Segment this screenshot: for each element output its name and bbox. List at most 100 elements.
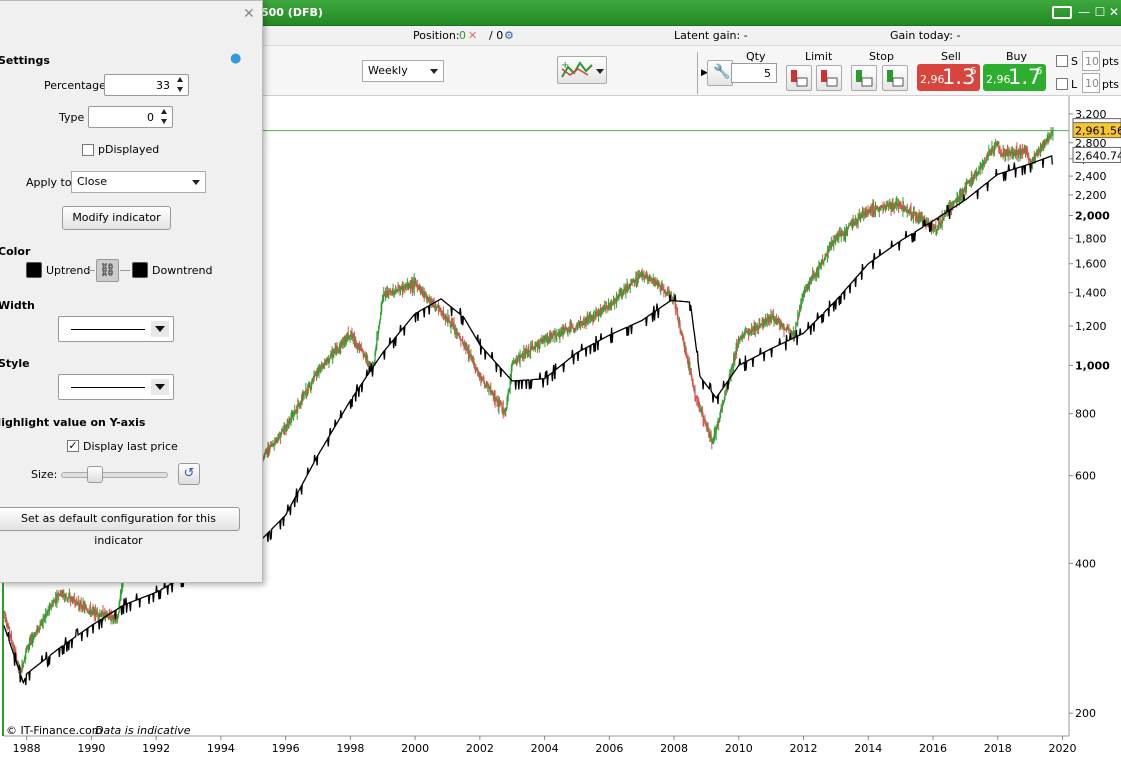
spin-down-icon[interactable]	[161, 119, 167, 124]
qty-input[interactable]: 5	[731, 63, 777, 83]
candle-body	[365, 356, 367, 360]
candle-body	[483, 379, 485, 384]
size-slider[interactable]	[61, 472, 168, 478]
link-chain-icon[interactable]: ⛓	[96, 259, 119, 282]
candle-body	[713, 434, 715, 441]
apply-to-select[interactable]: Close	[71, 171, 206, 193]
help-bubble-icon[interactable]: ●	[230, 51, 242, 66]
candle-body	[581, 321, 583, 324]
candle-body	[781, 324, 783, 327]
percentage-input[interactable]: 33	[104, 74, 189, 96]
uptrend-color-swatch[interactable]	[26, 262, 42, 278]
downtrend-color-swatch[interactable]	[132, 262, 148, 278]
candle-body	[658, 284, 661, 286]
candle-body	[632, 279, 634, 283]
candle-body	[654, 280, 656, 286]
candle-body	[698, 401, 700, 403]
candle-body	[873, 209, 875, 212]
candle-body	[844, 233, 846, 235]
candle-body	[457, 332, 459, 334]
candle-body	[811, 276, 813, 278]
candle-body	[48, 606, 51, 611]
candle-body	[538, 342, 540, 347]
close-icon[interactable]: ✕	[1108, 5, 1120, 19]
candle-body	[454, 327, 456, 333]
width-select[interactable]	[58, 316, 174, 342]
stop-buy-button[interactable]	[882, 65, 908, 91]
candle-body	[1014, 152, 1016, 157]
candle-body	[925, 222, 928, 225]
candle-body	[292, 414, 295, 416]
candle-body	[785, 326, 788, 330]
indicator-button[interactable]: +	[557, 56, 607, 84]
candle-body	[1004, 154, 1006, 157]
y-tick-label: 2,200	[1075, 189, 1107, 202]
candle-body	[616, 298, 618, 299]
limit-sell-button[interactable]	[786, 65, 812, 91]
l-input[interactable]: 10	[1082, 73, 1100, 93]
pdisplayed-checkbox[interactable]	[82, 144, 94, 156]
sell-button[interactable]: 2,96 1.3 6	[917, 64, 980, 91]
candle-body	[482, 378, 484, 380]
candle-body	[960, 193, 963, 196]
style-select[interactable]	[58, 374, 174, 400]
candle-body	[998, 148, 1001, 151]
candle-body	[279, 433, 281, 435]
close-position-icon[interactable]: ✕	[468, 29, 478, 42]
candle-body	[612, 300, 615, 302]
candle-body	[78, 605, 80, 608]
s-input[interactable]: 10	[1082, 51, 1100, 71]
candle-body	[704, 420, 706, 422]
minimize-icon[interactable]: —	[1078, 5, 1090, 19]
candle-body	[823, 260, 825, 262]
display-last-price-checkbox[interactable]: ✓	[67, 439, 79, 452]
spin-down-icon[interactable]	[177, 87, 183, 92]
candle-body	[864, 213, 866, 216]
s-checkbox[interactable]	[1056, 55, 1068, 67]
limit-buy-button[interactable]	[816, 65, 842, 91]
candle-body	[509, 380, 511, 388]
set-default-button[interactable]: Set as default configuration for this in…	[0, 507, 240, 547]
expand-arrow-icon[interactable]: ▶	[701, 68, 708, 78]
candle-body	[40, 621, 42, 626]
candle-body	[541, 341, 543, 343]
l-checkbox[interactable]	[1056, 78, 1068, 90]
reset-icon[interactable]: ↺	[178, 463, 200, 485]
spin-up-icon[interactable]	[161, 109, 167, 114]
candle-body	[389, 291, 391, 293]
candle-body	[107, 615, 109, 617]
candle-body	[108, 614, 110, 618]
buy-button[interactable]: 2,96 1.7 6	[983, 64, 1046, 91]
candle-body	[70, 599, 72, 601]
candle-body	[795, 323, 798, 325]
panel-grid-icon[interactable]	[1052, 6, 1072, 19]
candle-body	[935, 225, 937, 232]
size-slider-handle[interactable]	[87, 466, 103, 483]
maximize-icon[interactable]: ☐	[1094, 5, 1106, 19]
candle-body	[744, 331, 747, 333]
close-icon[interactable]: ✕	[243, 6, 255, 22]
type-input[interactable]: 0	[88, 106, 173, 128]
candle-body	[687, 362, 689, 366]
modify-indicator-button[interactable]: Modify indicator	[62, 206, 171, 230]
candle-body	[386, 291, 388, 296]
candle-body	[611, 304, 613, 306]
candle-body	[561, 329, 563, 332]
candle-body	[902, 205, 905, 211]
candle-body	[27, 646, 29, 648]
candle-body	[921, 216, 923, 219]
candle-body	[533, 348, 535, 350]
gear-icon[interactable]: ⚙	[504, 29, 514, 42]
candle-body	[502, 407, 504, 411]
period-select[interactable]: Weekly	[362, 60, 444, 82]
candle-body	[58, 594, 61, 596]
spin-up-icon[interactable]	[177, 77, 183, 82]
candle-body	[997, 142, 999, 143]
candle-body	[345, 338, 347, 343]
wrench-icon[interactable]: 🔧	[707, 60, 733, 86]
candle-body	[455, 331, 458, 335]
candle-body	[582, 321, 584, 325]
candle-body	[268, 450, 270, 452]
stop-sell-button[interactable]	[851, 65, 877, 91]
candle-body	[444, 318, 446, 320]
